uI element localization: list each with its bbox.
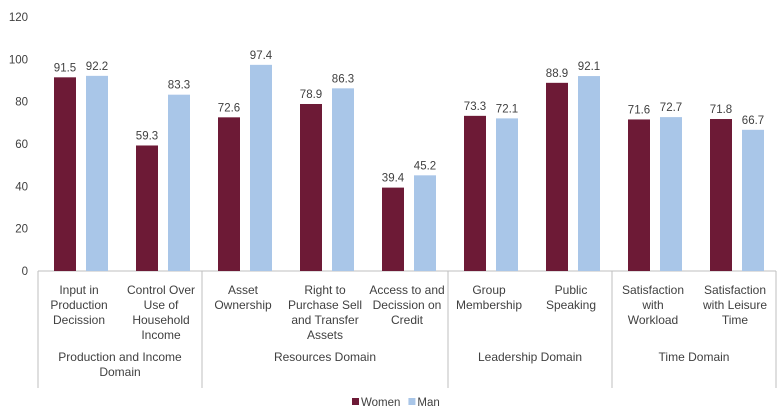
group-label: Leadership Domain — [477, 350, 583, 364]
x-tick-label: Access to and Decission on Credit — [369, 283, 445, 327]
x-tick-label: Satisfaction with Workload — [621, 283, 685, 327]
value-label: 73.3 — [464, 101, 486, 113]
bar — [464, 115, 486, 272]
y-tick-label: 120 — [9, 12, 28, 24]
bar — [54, 77, 76, 271]
value-label: 92.1 — [578, 61, 600, 73]
bar — [660, 117, 682, 271]
value-label: 72.7 — [660, 102, 682, 114]
bar — [546, 82, 568, 271]
group-label: Production and Income Domain — [58, 350, 182, 379]
bar — [86, 75, 108, 272]
x-tick-label: Right to Purchase Sell and Transfer Asse… — [287, 283, 363, 342]
group-label: Time Domain — [658, 350, 730, 364]
y-tick-label: 60 — [15, 139, 28, 151]
legend-swatch — [352, 398, 359, 405]
x-tick-label: Public Speaking — [545, 283, 597, 312]
legend-label: Man — [417, 397, 439, 408]
value-label: 71.6 — [628, 104, 650, 116]
bar — [578, 76, 600, 272]
bar — [628, 119, 650, 272]
bar — [382, 187, 404, 271]
bar — [742, 129, 764, 271]
bar — [710, 119, 732, 271]
bar — [300, 103, 322, 272]
x-tick-label: Control Over Use of Household Income — [126, 283, 196, 342]
bar — [168, 94, 190, 271]
bar — [496, 118, 518, 271]
y-tick-label: 100 — [9, 54, 28, 66]
y-tick-label: 20 — [15, 224, 28, 236]
y-tick-label: 80 — [15, 97, 28, 109]
value-label: 78.9 — [300, 89, 322, 101]
value-label: 97.4 — [250, 50, 273, 62]
value-label: 45.2 — [414, 160, 436, 172]
value-label: 83.3 — [168, 80, 190, 92]
x-tick-label: Group Membership — [455, 283, 523, 312]
bar — [414, 175, 436, 271]
x-tick-label: Asset Ownership — [214, 283, 272, 312]
value-label: 92.2 — [86, 61, 108, 73]
y-tick-label: 0 — [22, 266, 28, 278]
value-label: 72.1 — [496, 103, 518, 115]
group-label: Resources Domain — [273, 350, 377, 364]
legend-label: Women — [361, 397, 400, 408]
x-tick-label: Satisfaction with Leisure Time — [702, 283, 768, 327]
value-label: 86.3 — [332, 73, 354, 85]
value-label: 72.6 — [218, 102, 240, 114]
y-tick-label: 40 — [15, 181, 28, 193]
legend-swatch — [408, 398, 416, 405]
value-label: 88.9 — [546, 68, 568, 80]
value-label: 59.3 — [136, 130, 158, 142]
value-label: 39.4 — [382, 173, 405, 185]
value-label: 71.8 — [710, 104, 732, 116]
bar — [332, 88, 354, 271]
bar — [136, 145, 158, 271]
value-label: 91.5 — [54, 62, 76, 74]
x-tick-label: Input in Production Decission — [50, 283, 108, 327]
value-label: 66.7 — [742, 115, 764, 127]
bar — [218, 117, 240, 271]
bar — [250, 64, 272, 271]
